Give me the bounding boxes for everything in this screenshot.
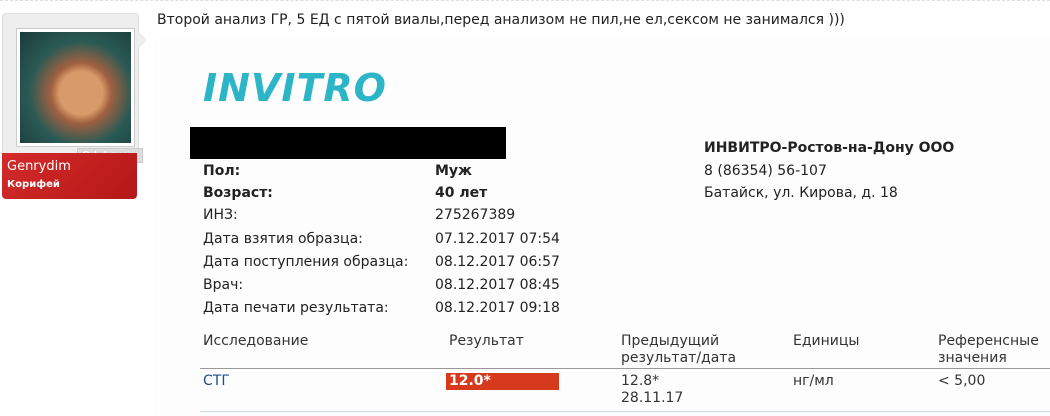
field-label: Дата взятия образца: <box>203 231 363 247</box>
table-divider <box>200 368 1050 369</box>
lab-address: Батайск, ул. Кирова, д. 18 <box>704 185 898 201</box>
field-label: Врач: <box>203 277 244 293</box>
column-header: Результат <box>449 333 524 349</box>
field-label: Пол: <box>203 163 241 179</box>
lab-name: ИНВИТРО-Ростов-на-Дону ООО <box>704 140 955 156</box>
field-label: Дата поступления образца: <box>203 254 409 270</box>
units: нг/мл <box>793 373 834 389</box>
username-link[interactable]: Genrydim <box>7 159 71 174</box>
field-value: 07.12.2017 07:54 <box>435 231 560 247</box>
column-header: Единицы <box>793 333 860 349</box>
user-info: Genrydim Корифей <box>2 153 137 199</box>
field-label: Дата печати результата: <box>203 300 389 316</box>
column-header: Исследование <box>203 333 309 349</box>
previous-result: 12.8* <box>621 373 660 389</box>
result-value: 12.0* <box>446 373 559 390</box>
invitro-logo: INVITRO <box>203 66 387 110</box>
divider <box>0 0 1050 1</box>
user-rank: Корифей <box>7 179 60 190</box>
avatar[interactable] <box>16 28 135 147</box>
post-text: Второй анализ ГР, 5 ЕД с пятой виалы,пер… <box>157 12 845 28</box>
column-header: Референсные значения <box>938 333 1039 366</box>
user-card: Оффлайн <box>2 13 147 163</box>
field-value: 40 лет <box>435 185 488 201</box>
redacted-name <box>190 127 506 159</box>
field-value: 275267389 <box>435 207 516 223</box>
field-label: ИНЗ: <box>203 207 238 223</box>
field-label: Возраст: <box>203 185 273 201</box>
table-divider <box>200 411 1050 412</box>
lab-phone: 8 (86354) 56-107 <box>704 163 827 179</box>
previous-date: 28.11.17 <box>621 390 684 406</box>
test-name: СТГ <box>203 373 230 389</box>
field-value: 08.12.2017 06:57 <box>435 254 560 270</box>
field-value: 08.12.2017 08:45 <box>435 277 560 293</box>
lab-report-image: INVITRO ИНВИТРО-Ростов-на-Дону ООО 8 (86… <box>155 38 1050 416</box>
field-value: Муж <box>435 163 472 179</box>
reference-range: < 5,00 <box>938 373 986 389</box>
field-value: 08.12.2017 09:18 <box>435 300 560 316</box>
column-header: Предыдущий результат/дата <box>621 333 737 366</box>
